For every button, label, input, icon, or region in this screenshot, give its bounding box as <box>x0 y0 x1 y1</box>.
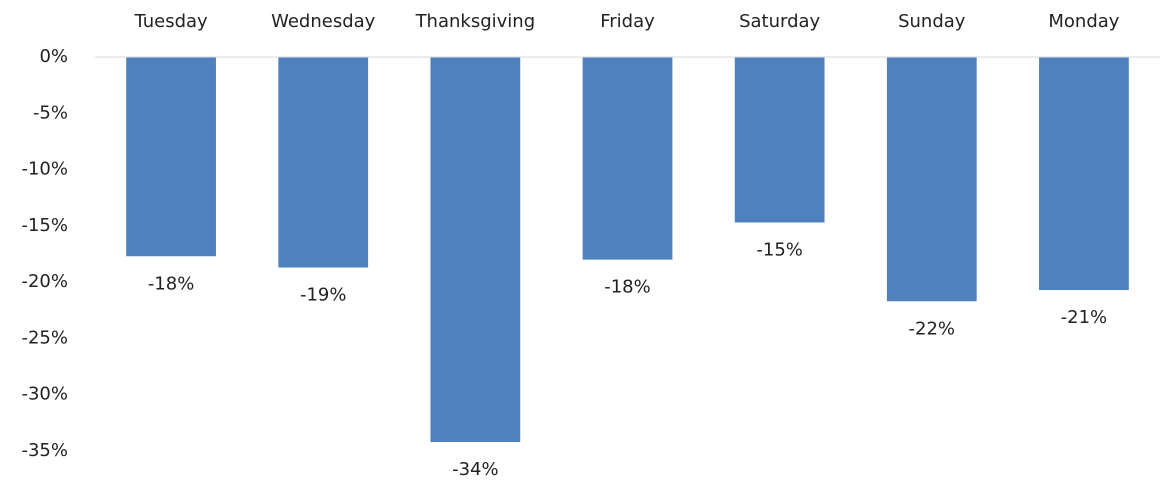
y-tick-label: -35% <box>21 440 68 461</box>
value-label: -18% <box>148 273 195 294</box>
value-label: -21% <box>1061 307 1108 328</box>
y-tick-label: 0% <box>39 46 68 67</box>
y-tick-label: -15% <box>21 215 68 236</box>
x-tick-label: Thanksgiving <box>415 11 536 32</box>
value-label: -19% <box>300 285 347 306</box>
y-tick-label: -20% <box>21 271 68 292</box>
bar <box>886 57 977 302</box>
bar <box>126 57 216 257</box>
x-tick-label: Sunday <box>898 11 966 32</box>
value-label: -34% <box>452 459 499 480</box>
x-tick-label: Wednesday <box>271 11 376 32</box>
bar <box>430 57 521 442</box>
bar <box>278 57 369 268</box>
x-tick-label: Monday <box>1048 11 1119 32</box>
y-tick-label: -5% <box>33 102 68 123</box>
x-tick-label: Friday <box>600 11 655 32</box>
y-tick-label: -10% <box>21 159 68 180</box>
bar <box>582 57 673 260</box>
value-label: -15% <box>756 239 803 260</box>
y-tick-label: -30% <box>21 384 68 405</box>
bar <box>734 57 825 223</box>
value-label: -22% <box>909 318 956 339</box>
y-tick-label: -25% <box>21 327 68 348</box>
x-tick-label: Saturday <box>739 11 820 32</box>
bar <box>1039 57 1129 291</box>
value-label: -18% <box>604 277 651 298</box>
x-tick-label: Tuesday <box>133 11 208 32</box>
